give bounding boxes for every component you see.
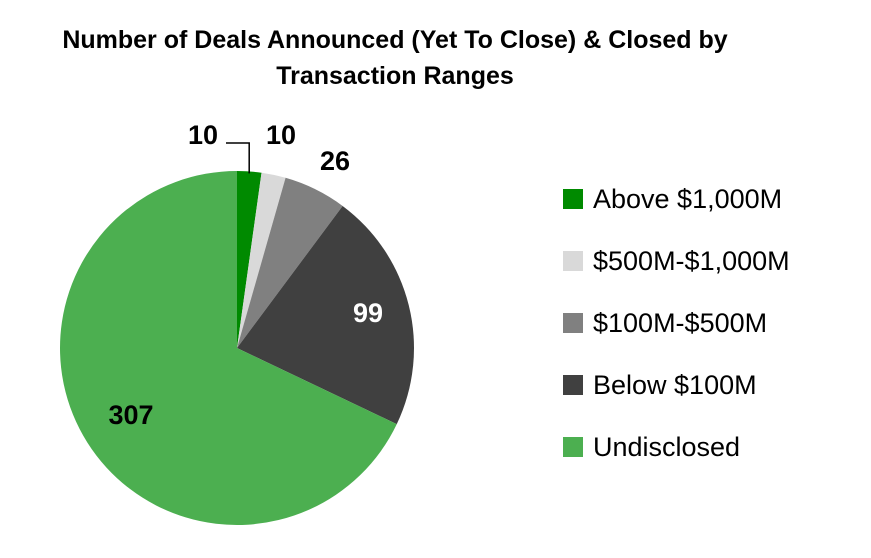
pie-slices [60,171,415,525]
pie-slice-undisclosed [60,171,397,525]
legend-swatch [563,189,583,209]
legend-swatch [563,437,583,457]
data-label-500m-1-000m: 10 [266,120,296,150]
data-label-above-1-000m: 10 [188,120,218,150]
legend-swatch [563,251,583,271]
data-label-undisclosed: 307 [108,400,153,430]
leader-lines [226,142,250,174]
legend-label: $100M-$500M [593,307,768,338]
legend-swatch [563,313,583,333]
leader-line-above-1-000m [226,142,250,174]
legend-swatch [563,375,583,395]
legend-item-above-1000m: Above $1,000M [563,168,790,230]
legend: Above $1,000M $500M-$1,000M $100M-$500M … [563,168,790,478]
data-labels: 10 10 26 99 307 [108,120,383,430]
legend-label: $500M-$1,000M [593,245,790,276]
chart-title-line-1: Number of Deals Announced (Yet To Close)… [62,26,728,54]
chart-title-line-2: Transaction Ranges [276,62,514,90]
legend-label: Above $1,000M [593,183,783,214]
chart-title: Number of Deals Announced (Yet To Close)… [0,22,790,94]
pie-slice-above-1-000m [237,171,262,348]
legend-item-below-100m: Below $100M [563,354,790,416]
legend-item-undisclosed: Undisclosed [563,416,790,478]
data-label-below-100m: 99 [353,298,383,328]
pie-slice-100m-500m [237,177,343,348]
pie-slice-500m-1-000m [237,172,286,348]
legend-label: Undisclosed [593,431,741,462]
data-label-100m-500m: 26 [320,146,350,176]
legend-item-100m-500m: $100M-$500M [563,292,790,354]
pie-slice-below-100m [237,205,415,425]
legend-label: Below $100M [593,369,757,400]
legend-item-500m-1000m: $500M-$1,000M [563,230,790,292]
